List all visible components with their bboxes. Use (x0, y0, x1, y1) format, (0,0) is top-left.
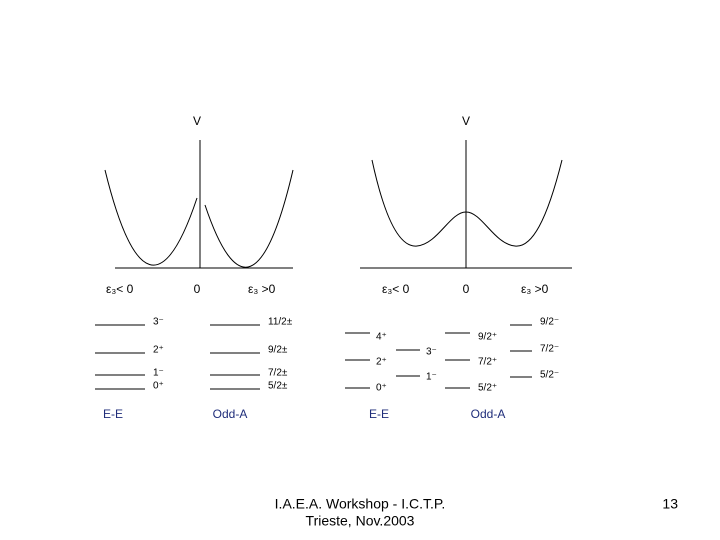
level-scheme: 4⁺ 2⁺ 0⁺ 3⁻ 1⁻ E-E (345, 332, 437, 421)
scheme-title: E-E (103, 407, 123, 421)
axis-label: 0 (463, 282, 470, 296)
level-label: 5/2⁺ (478, 383, 497, 394)
level-label: 9/2⁺ (478, 332, 497, 343)
axis-label: V (462, 114, 470, 128)
level-label: 9/2⁻ (540, 317, 559, 328)
level-label: 5/2± (268, 381, 288, 392)
level-scheme: 11/2± 9/2± 7/2± 5/2± Odd-A (210, 317, 293, 421)
footer-text: I.A.E.A. Workshop - I.C.T.P. (275, 496, 446, 512)
axis-label: ε₃ >0 (248, 282, 276, 296)
potential-plot: V 0 ε₃< 0 ε₃ >0 (104, 114, 294, 296)
axis-label: ε₃< 0 (106, 282, 134, 296)
level-label: 3⁻ (153, 317, 164, 328)
footer-text: Trieste, Nov.2003 (306, 513, 415, 529)
level-label: 7/2⁺ (478, 357, 497, 368)
level-label: 2⁺ (376, 357, 387, 368)
potential-curve (104, 169, 198, 266)
scheme-title: Odd-A (471, 407, 506, 421)
axis-label: 0 (194, 282, 201, 296)
level-label: 0⁺ (376, 383, 387, 394)
level-label: 4⁺ (376, 332, 387, 343)
level-scheme: 3⁻ 2⁺ 1⁻ 0⁺ E-E (95, 317, 164, 421)
level-label: 0⁺ (153, 381, 164, 392)
level-scheme: 9/2⁺ 7/2⁺ 5/2⁺ 9/2⁻ 7/2⁻ 5/2⁻ Odd-A (445, 317, 559, 421)
level-label: 7/2± (268, 368, 288, 379)
level-label: 1⁻ (426, 372, 437, 383)
level-label: 5/2⁻ (540, 370, 559, 381)
potential-curve (371, 159, 563, 247)
potential-curve (204, 169, 294, 268)
level-label: 7/2⁻ (540, 344, 559, 355)
axis-label: ε₃ >0 (521, 282, 549, 296)
potential-plot: V 0 ε₃< 0 ε₃ >0 (360, 114, 572, 296)
level-label: 1⁻ (153, 368, 164, 379)
scheme-title: Odd-A (213, 407, 248, 421)
level-label: 2⁺ (153, 345, 164, 356)
level-label: 3⁻ (426, 347, 437, 358)
axis-label: V (193, 114, 201, 128)
scheme-title: E-E (369, 407, 389, 421)
page-number: 13 (662, 496, 678, 512)
axis-label: ε₃< 0 (382, 282, 410, 296)
level-label: 11/2± (268, 317, 293, 328)
level-label: 9/2± (268, 345, 288, 356)
